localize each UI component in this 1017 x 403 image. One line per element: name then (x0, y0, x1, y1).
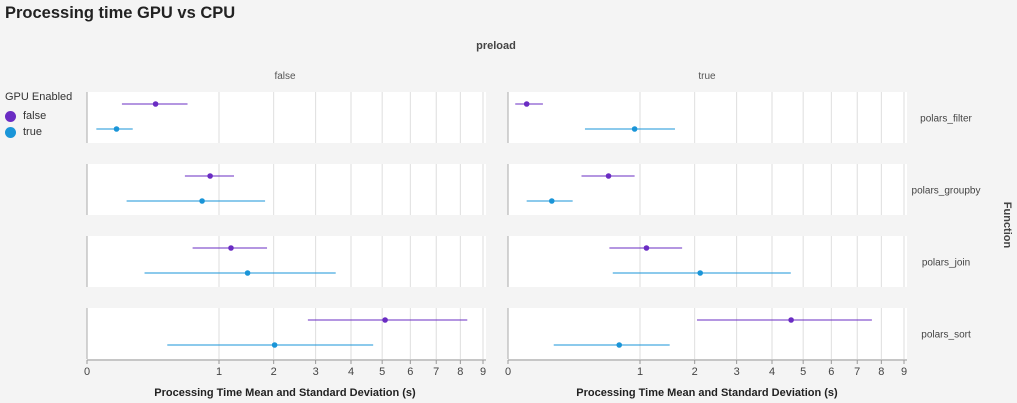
x-axis-label-false: Processing Time Mean and Standard Deviat… (154, 387, 416, 399)
mean-point-true-polars_join-gpu-false (643, 245, 650, 251)
x-tick-label: 8 (457, 366, 463, 378)
mean-point-false-polars_sort-gpu-true (271, 342, 278, 348)
x-tick-label: 7 (433, 366, 439, 378)
legend-title: GPU Enabled (5, 91, 73, 103)
row-facet-title: Function (1001, 202, 1013, 249)
panel-background (87, 164, 486, 215)
mean-point-true-polars_filter-gpu-false (523, 101, 530, 107)
panel-background (87, 92, 486, 143)
legend-swatch-true (5, 126, 16, 138)
legend-swatch-false (5, 110, 16, 122)
x-tick-label: 1 (216, 366, 222, 378)
mean-point-false-polars_join-gpu-false (228, 245, 234, 251)
mean-point-false-polars_join-gpu-true (244, 270, 251, 276)
mean-point-false-polars_groupby-gpu-false (207, 173, 213, 179)
panel-false-polars_groupby (86, 164, 486, 215)
panel-background (508, 308, 907, 359)
x-tick-label: 2 (271, 366, 277, 378)
column-facet-label-false: false (274, 71, 296, 82)
x-tick-label: 6 (407, 366, 413, 378)
mean-point-false-polars_filter-gpu-true (113, 126, 120, 132)
panel-false-polars_filter (86, 92, 486, 143)
panel-false-polars_sort (86, 308, 486, 359)
legend-label-false: false (23, 110, 47, 122)
panel-true-polars_sort (507, 308, 907, 359)
mean-point-true-polars_sort-gpu-false (788, 317, 794, 323)
panel-background (508, 92, 907, 143)
x-tick-label: 9 (480, 366, 486, 378)
x-tick-label: 7 (854, 366, 860, 378)
legend: GPU Enabled false true (5, 91, 72, 140)
panel-false-polars_join (86, 236, 486, 287)
panel-background (87, 236, 486, 287)
row-facet-label-polars_join: polars_join (922, 258, 970, 269)
series-gpu-false (121, 101, 872, 323)
x-tick-label: 0 (505, 366, 511, 378)
x-axis-label-true: Processing Time Mean and Standard Deviat… (576, 387, 838, 399)
x-tick-label: 5 (800, 366, 806, 378)
x-tick-label: 6 (828, 366, 834, 378)
legend-item-false[interactable]: false (5, 108, 72, 124)
series-gpu-true (96, 126, 791, 348)
x-tick-label: 3 (313, 366, 319, 378)
mean-point-false-polars_filter-gpu-false (152, 101, 159, 107)
x-tick-label: 3 (734, 366, 740, 378)
panel-background (508, 164, 907, 215)
mean-point-false-polars_sort-gpu-false (382, 317, 388, 323)
x-tick-label: 4 (348, 366, 354, 378)
mean-point-true-polars_groupby-gpu-false (605, 173, 612, 179)
x-tick-label: 5 (379, 366, 385, 378)
mean-point-true-polars_sort-gpu-true (616, 342, 623, 348)
panel-true-polars_filter (507, 92, 907, 143)
column-facet-title: preload (476, 40, 516, 52)
x-tick-label: 1 (637, 366, 643, 378)
x-tick-label: 4 (769, 366, 775, 378)
panel-background (508, 236, 907, 287)
row-facet-label-polars_sort: polars_sort (921, 330, 971, 341)
panel-true-polars_groupby (507, 164, 907, 215)
column-facet-label-true: true (698, 71, 716, 82)
x-tick-label: 0 (84, 366, 90, 378)
legend-item-true[interactable]: true (5, 124, 72, 140)
x-tick-label: 8 (878, 366, 884, 378)
panel-true-polars_join (507, 236, 907, 287)
x-axis-true: 0 1 2 3 4 5 6 7 8 9 (505, 359, 907, 378)
mean-point-true-polars_join-gpu-true (697, 270, 703, 276)
panel-background (87, 308, 486, 359)
row-facet-label-polars_filter: polars_filter (920, 114, 972, 125)
x-tick-label: 2 (692, 366, 698, 378)
legend-label-true: true (23, 126, 42, 138)
mean-point-true-polars_groupby-gpu-true (548, 198, 555, 204)
mean-point-true-polars_filter-gpu-true (631, 126, 638, 132)
mean-point-false-polars_groupby-gpu-true (199, 198, 205, 204)
chart-title: Processing time GPU vs CPU (5, 4, 235, 22)
x-axis-false: 0 1 2 3 4 5 6 7 8 9 (84, 359, 486, 378)
row-facet-label-polars_groupby: polars_groupby (912, 186, 981, 197)
x-tick-label: 9 (901, 366, 907, 378)
